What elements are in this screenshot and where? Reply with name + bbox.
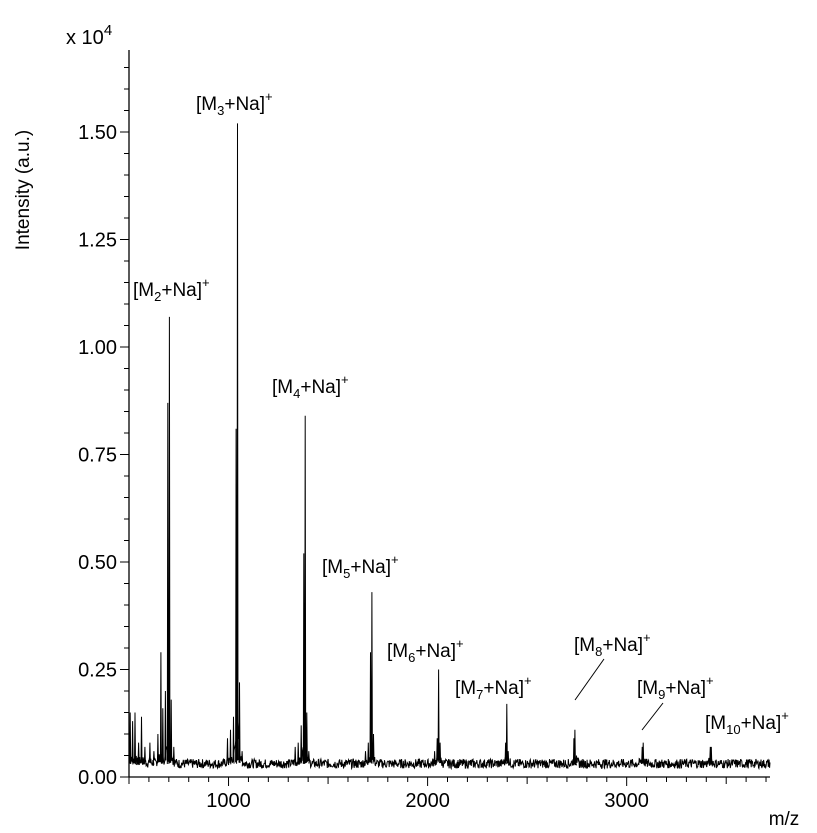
annotation-bracket: [ bbox=[133, 280, 139, 301]
annotation-superscript: + bbox=[391, 552, 399, 567]
annotation-bracket: [ bbox=[272, 377, 278, 398]
peak-annotation: [M4+Na]+ bbox=[272, 372, 349, 401]
annotation-bracket: [ bbox=[574, 635, 580, 656]
annotation-superscript: + bbox=[643, 630, 651, 645]
peak-annotation: [M9+Na]+ bbox=[637, 673, 714, 702]
peak-annotations: [M2+Na]+[M3+Na]+[M4+Na]+[M5+Na]+[M6+Na]+… bbox=[133, 89, 789, 737]
peak-annotation: [M6+Na]+ bbox=[387, 636, 464, 665]
annotation-superscript: + bbox=[706, 673, 714, 688]
annotation-rest: +Na] bbox=[602, 635, 643, 656]
y-tick-label: 0.50 bbox=[78, 552, 117, 574]
annotation-rest: +Na] bbox=[224, 94, 265, 115]
annotation-subscript: 9 bbox=[658, 687, 665, 702]
y-tick-label: 0.25 bbox=[78, 660, 117, 682]
annotation-base: M bbox=[201, 94, 217, 115]
annotation-rest: +Na] bbox=[483, 678, 524, 699]
peak-annotation: [M2+Na]+ bbox=[133, 275, 210, 304]
peak-annotation: [M3+Na]+ bbox=[196, 89, 273, 118]
annotation-subscript: 2 bbox=[154, 289, 161, 304]
annotation-bracket: [ bbox=[705, 713, 711, 734]
annotation-subscript: 4 bbox=[293, 386, 300, 401]
annotation-bracket: [ bbox=[637, 678, 643, 699]
x-tick-label: 1000 bbox=[206, 790, 251, 812]
annotation-bracket: [ bbox=[387, 641, 393, 662]
y-tick-label: 1.00 bbox=[78, 337, 117, 359]
annotation-base: M bbox=[642, 678, 658, 699]
annotation-base: M bbox=[460, 678, 476, 699]
annotation-rest: +Na] bbox=[300, 377, 341, 398]
annotation-bracket: [ bbox=[196, 94, 202, 115]
annotation-base: M bbox=[579, 635, 595, 656]
annotation-superscript: + bbox=[456, 636, 464, 651]
axes: 1000 2000 3000 0.00 0.25 0.50 0.75 1.00 1.25 1.5… bbox=[78, 50, 770, 812]
annotation-base: M bbox=[392, 641, 408, 662]
x-tick-label: 2000 bbox=[405, 790, 450, 812]
annotation-rest: +Na] bbox=[350, 557, 391, 578]
annotation-bracket: [ bbox=[322, 557, 328, 578]
annotation-superscript: + bbox=[524, 673, 532, 688]
annotation-rest: +Na] bbox=[741, 713, 782, 734]
annotation-subscript: 5 bbox=[343, 566, 350, 581]
x-axis-label: m/z bbox=[769, 809, 800, 830]
y-tick-label: 0.00 bbox=[78, 767, 117, 789]
annotation-subscript: 8 bbox=[595, 644, 602, 659]
x-tick-label: 3000 bbox=[604, 790, 649, 812]
scale-factor-label: x 104 bbox=[66, 22, 112, 49]
annotation-leader-line bbox=[574, 658, 605, 701]
plot-area bbox=[128, 123, 771, 771]
peak-annotation: [M10+Na]+ bbox=[705, 708, 789, 737]
annotation-bracket: [ bbox=[455, 678, 461, 699]
annotation-subscript: 6 bbox=[408, 650, 415, 665]
annotation-superscript: + bbox=[265, 89, 273, 104]
annotation-superscript: + bbox=[202, 275, 210, 290]
annotation-base: M bbox=[138, 280, 154, 301]
peak-annotation: [M8+Na]+ bbox=[574, 630, 651, 659]
annotation-superscript: + bbox=[341, 372, 349, 387]
peak-annotation: [M5+Na]+ bbox=[322, 552, 399, 581]
peak-annotation: [M7+Na]+ bbox=[455, 673, 532, 702]
x-ticks: 1000 2000 3000 bbox=[128, 777, 767, 812]
annotation-rest: +Na] bbox=[415, 641, 456, 662]
annotation-rest: +Na] bbox=[161, 280, 202, 301]
annotation-base: M bbox=[710, 713, 726, 734]
y-axis-label: Intensity (a.u.) bbox=[13, 130, 34, 250]
spectrum-line bbox=[128, 123, 771, 771]
annotation-superscript: + bbox=[781, 708, 789, 723]
annotation-leader-line bbox=[641, 702, 664, 731]
annotation-subscript: 3 bbox=[217, 103, 224, 118]
y-tick-label: 1.50 bbox=[78, 122, 117, 144]
y-tick-label: 1.25 bbox=[78, 230, 117, 252]
annotation-rest: +Na] bbox=[665, 678, 706, 699]
annotation-subscript: 10 bbox=[726, 722, 740, 737]
annotation-subscript: 7 bbox=[476, 687, 483, 702]
y-tick-label: 0.75 bbox=[78, 445, 117, 467]
y-ticks: 0.00 0.25 0.50 0.75 1.00 1.25 1.50 bbox=[78, 67, 129, 789]
annotation-base: M bbox=[327, 557, 343, 578]
annotation-base: M bbox=[277, 377, 293, 398]
